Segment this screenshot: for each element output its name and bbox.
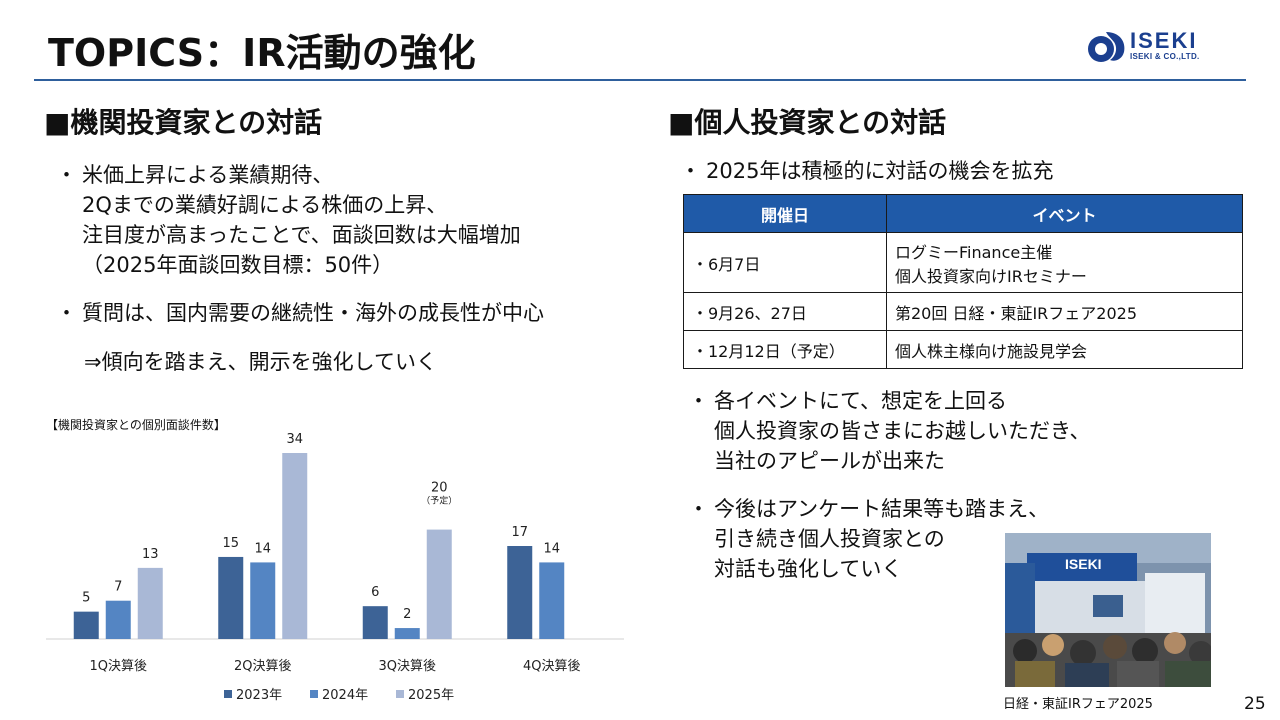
bullet-line: 質問は、国内需要の継続性・海外の成長性が中心 <box>82 301 544 325</box>
bar-2023年-2Q決算後 <box>218 556 244 639</box>
data-label: 13 <box>142 547 159 562</box>
bullet-line: 注目度が高まったことで、面談回数は大幅増加 <box>82 223 521 247</box>
bullet-marker: ・ <box>688 497 709 521</box>
logo-company-name: ISEKI & CO.,LTD. <box>1130 52 1200 61</box>
event-date: ・9月26、27日 <box>683 292 887 331</box>
booth-photo-illustration <box>1005 533 1211 687</box>
bullet-line: 個人投資家の皆さまにお越しいただき、 <box>714 419 1091 443</box>
individual-bullet-1: ・ 2025年は積極的に対話の機会を拡充 <box>680 156 1240 188</box>
bullet-line: 対話も強化していく <box>714 557 903 581</box>
bar-2025年-1Q決算後 <box>137 567 163 639</box>
data-label: 5 <box>82 591 90 606</box>
chart-title: 【機関投資家との個別面談件数】 <box>46 418 226 432</box>
event-name: ログミーFinance主催 個人投資家向けIRセミナー <box>886 232 1243 293</box>
event-date: ・6月7日 <box>683 232 887 293</box>
iseki-logo: ISEKI ISEKI & CO.,LTD. <box>1086 28 1226 66</box>
individual-bullet-2: ・ 各イベントにて、想定を上回る 個人投資家の皆さまにお越しいただき、 当社のア… <box>688 386 1248 478</box>
page-number: 25 <box>1244 694 1266 714</box>
bullet-line: 2025年は積極的に対話の機会を拡充 <box>706 159 1054 183</box>
event-name: 第20回 日経・東証IRフェア2025 <box>886 292 1243 331</box>
bar-2023年-3Q決算後 <box>362 606 388 639</box>
legend-swatch <box>310 690 318 698</box>
events-table: 開催日 イベント ・6月7日 ログミーFinance主催 個人投資家向けIRセミ… <box>683 194 1243 369</box>
bullet-line: 当社のアピールが出来た <box>714 449 945 473</box>
data-label: 15 <box>222 536 239 551</box>
photo-caption: 日経・東証IRフェア2025 <box>1003 697 1153 712</box>
bullet-marker: ・ <box>56 301 77 325</box>
institutional-bullet-2: ・ 質問は、国内需要の継続性・海外の成長性が中心 <box>56 298 636 330</box>
institutional-heading: ■機関投資家との対話 <box>44 106 323 139</box>
institutional-bullet-1: ・ 米価上昇による業績期待、 2Qまでの業績好調による株価の上昇、 注目度が高ま… <box>56 160 636 290</box>
table-header-date: 開催日 <box>683 194 887 233</box>
bar-2024年-4Q決算後 <box>539 562 565 639</box>
legend-swatch <box>224 690 232 698</box>
event-name-line: 個人投資家向けIRセミナー <box>895 266 1087 286</box>
event-name-line: ログミーFinance主催 <box>895 242 1053 262</box>
bullet-line: 今後はアンケート結果等も踏まえ、 <box>714 497 1050 521</box>
individual-heading: ■個人投資家との対話 <box>668 106 947 139</box>
bar-2024年-1Q決算後 <box>105 600 131 639</box>
bar-2023年-1Q決算後 <box>73 611 99 639</box>
table-header-event: イベント <box>886 194 1243 233</box>
table-row: ・6月7日 ログミーFinance主催 個人投資家向けIRセミナー <box>683 232 1243 293</box>
legend-entry: 2024年 <box>322 688 368 703</box>
data-label: 14 <box>543 541 560 556</box>
event-name: 個人株主様向け施設見学会 <box>886 330 1243 369</box>
x-tick-label: 1Q決算後 <box>89 659 147 674</box>
legend-entry: 2025年 <box>408 688 454 703</box>
data-annotation: （予定） <box>421 495 457 507</box>
bullet-marker: ・ <box>680 159 701 183</box>
title-divider <box>34 79 1246 81</box>
data-label: 6 <box>371 585 379 600</box>
bullet-line: （2025年面談回数目標：50件） <box>82 253 394 277</box>
bar-2024年-2Q決算後 <box>250 562 276 639</box>
data-label: 34 <box>286 432 303 447</box>
iseki-logo-icon <box>1088 32 1125 62</box>
individual-bullet-3: ・ 今後はアンケート結果等も踏まえ、 引き続き個人投資家との 対話も強化していく <box>688 494 1049 586</box>
data-label: 17 <box>511 525 528 540</box>
page-title: TOPICS：IR活動の強化 <box>48 31 476 75</box>
bar-2024年-3Q決算後 <box>394 628 420 639</box>
event-date: ・12月12日（予定） <box>683 330 887 369</box>
bar-2025年-2Q決算後 <box>282 453 308 639</box>
bullet-line: 米価上昇による業績期待、 <box>82 163 334 187</box>
bullet-marker: ・ <box>56 163 77 187</box>
booth-sign: ISEKI <box>1065 556 1102 572</box>
bar-2025年-3Q決算後 <box>426 529 452 639</box>
bar-2023年-4Q決算後 <box>507 546 533 639</box>
data-label: 7 <box>114 580 122 595</box>
meetings-bar-chart: 5 7 13 1Q決算後 15 14 34 2Q決算後 6 2 20（予定） 3Q決算後 17 14 4Q決… <box>46 432 624 703</box>
bullet-line: 各イベントにて、想定を上回る <box>714 389 1007 413</box>
table-header-row: 開催日 イベント <box>683 194 1243 233</box>
data-label: 20 <box>431 481 448 496</box>
x-tick-label: 4Q決算後 <box>523 659 581 674</box>
disclosure-conclusion: ⇒傾向を踏まえ、開示を強化していく <box>84 350 437 374</box>
bullet-marker: ・ <box>688 389 709 413</box>
bullet-line: 2Qまでの業績好調による株価の上昇、 <box>82 193 448 217</box>
table-row: ・12月12日（予定） 個人株主様向け施設見学会 <box>683 330 1243 369</box>
table-row: ・9月26、27日 第20回 日経・東証IRフェア2025 <box>683 292 1243 331</box>
x-tick-label: 2Q決算後 <box>234 659 292 674</box>
legend-entry: 2023年 <box>236 688 282 703</box>
data-label: 14 <box>254 541 271 556</box>
data-label: 2 <box>403 607 411 622</box>
logo-wordmark: ISEKI <box>1130 28 1198 53</box>
ir-fair-booth-photo: ISEKI <box>1005 533 1211 687</box>
bullet-line: 引き続き個人投資家との <box>714 527 945 551</box>
legend-swatch <box>396 690 404 698</box>
x-tick-label: 3Q決算後 <box>378 659 436 674</box>
